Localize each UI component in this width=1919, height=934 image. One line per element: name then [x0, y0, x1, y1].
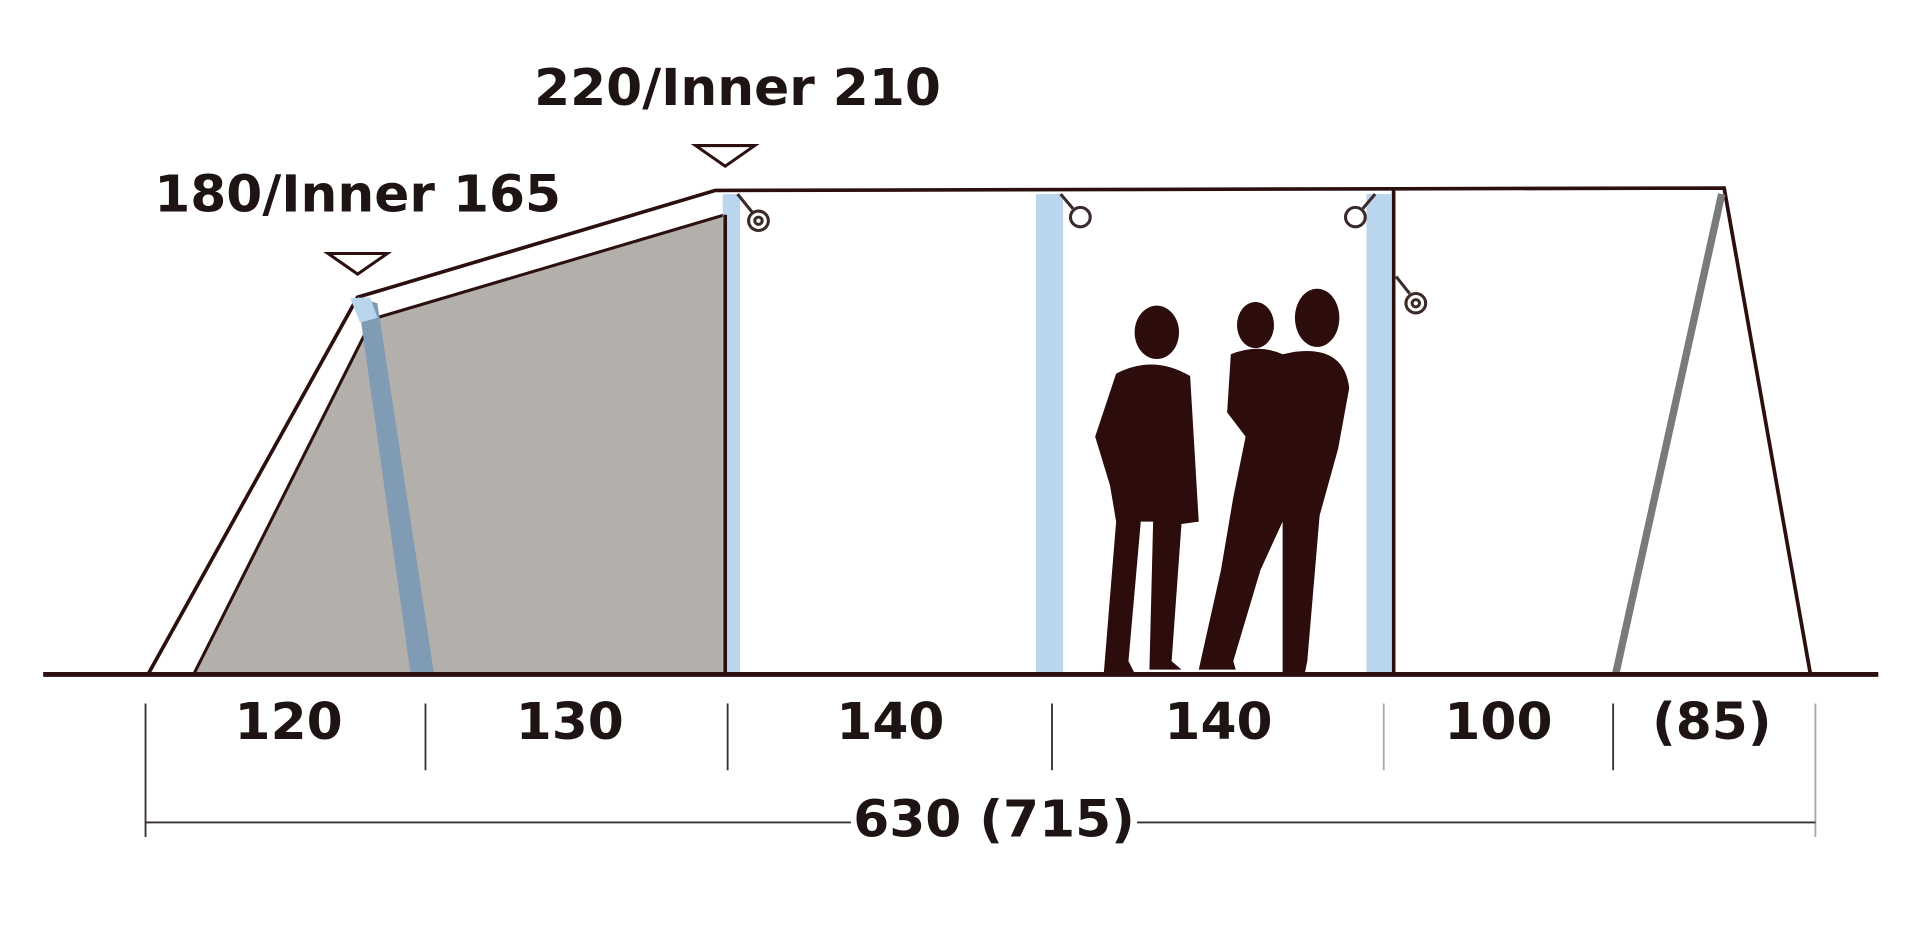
segment-label: 140 — [836, 693, 944, 752]
beam — [1366, 194, 1392, 675]
segment-label: (85) — [1652, 693, 1771, 752]
height-label: 220/Inner 210 — [534, 58, 941, 117]
segment-label: 130 — [516, 693, 624, 752]
people-silhouette — [1095, 288, 1350, 674]
segment-label: 140 — [1164, 693, 1272, 752]
segment-label: 120 — [235, 693, 343, 752]
pole — [357, 297, 435, 675]
beam — [1035, 194, 1064, 675]
pole-top — [350, 297, 378, 323]
front-pole — [1611, 193, 1726, 676]
total-length: 630 (715) — [853, 790, 1135, 849]
height-marker — [323, 251, 393, 276]
height-marker — [690, 144, 760, 169]
tent — [43, 144, 1879, 677]
height-label: 180/Inner 165 — [154, 165, 561, 224]
segment-label: 100 — [1444, 693, 1552, 752]
dimension-lines — [144, 703, 1817, 837]
hooks — [736, 193, 1428, 315]
